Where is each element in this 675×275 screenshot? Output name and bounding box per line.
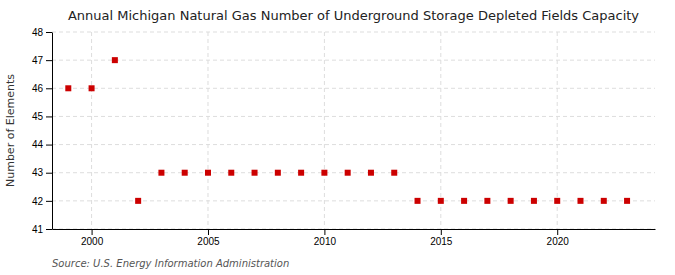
x-tick-label: 2020 xyxy=(547,236,570,247)
point xyxy=(554,198,560,204)
y-tick-label: 43 xyxy=(32,167,44,178)
points xyxy=(65,57,630,204)
point xyxy=(158,170,164,176)
y-tick: 48 xyxy=(32,27,52,38)
y-tick-label: 42 xyxy=(32,196,44,207)
point xyxy=(391,170,397,176)
x-axis: 2000 2005 2010 2015 2020 xyxy=(53,229,656,247)
y-tick: 43 xyxy=(32,167,52,178)
y-tick: 46 xyxy=(32,83,52,94)
x-tick-mark xyxy=(324,229,325,235)
y-tick: 45 xyxy=(32,111,52,122)
x-tick: 2020 xyxy=(547,229,570,247)
y-tick-label: 41 xyxy=(32,224,44,235)
point xyxy=(89,85,95,91)
point xyxy=(368,170,374,176)
y-tick: 41 xyxy=(32,224,52,235)
grid-line-y xyxy=(52,200,655,201)
grid-line-y xyxy=(52,229,655,230)
point xyxy=(182,170,188,176)
y-axis-title: Number of Elements xyxy=(4,74,17,187)
x-tick-label: 2005 xyxy=(197,236,220,247)
point xyxy=(228,170,234,176)
y-tick-label: 47 xyxy=(32,55,44,66)
grid-line-y xyxy=(52,116,655,117)
y-tick-label: 44 xyxy=(32,139,44,150)
y-tick-mark xyxy=(46,145,52,146)
grid-line-x xyxy=(324,32,325,229)
y-tick-mark xyxy=(46,60,52,61)
y-tick-mark xyxy=(46,201,52,202)
x-tick: 2015 xyxy=(430,229,453,247)
point xyxy=(275,170,281,176)
x-tick-label: 2000 xyxy=(81,236,104,247)
point xyxy=(298,170,304,176)
grid xyxy=(52,32,655,229)
chart: 2000 2005 2010 2015 2020 41 42 43 44 45 46 47 48 Annu… xyxy=(0,0,675,275)
grid-line-y xyxy=(52,172,655,173)
x-tick: 2005 xyxy=(197,229,220,247)
x-tick: 2000 xyxy=(81,229,104,247)
point xyxy=(252,170,258,176)
y-tick-mark xyxy=(46,173,52,174)
x-tick-mark xyxy=(557,229,558,235)
point xyxy=(321,170,327,176)
point xyxy=(438,198,444,204)
x-tick-label: 2015 xyxy=(430,236,453,247)
y-tick-mark xyxy=(46,229,52,230)
point xyxy=(484,198,490,204)
x-tick-label: 2010 xyxy=(314,236,337,247)
point xyxy=(508,198,514,204)
x-tick: 2010 xyxy=(314,229,337,247)
x-axis-line xyxy=(53,229,656,230)
grid-line-y xyxy=(52,60,655,61)
source: Source: U.S. Energy Information Administ… xyxy=(52,258,289,269)
grid-line-y xyxy=(52,88,655,89)
y-tick: 44 xyxy=(32,139,52,150)
point xyxy=(135,198,141,204)
point xyxy=(461,198,467,204)
y-tick-mark xyxy=(46,88,52,89)
plot: 2000 2005 2010 2015 2020 41 42 43 44 45 46 47 48 xyxy=(32,27,656,247)
x-tick-mark xyxy=(441,229,442,235)
y-tick: 42 xyxy=(32,196,52,207)
grid-line-y xyxy=(52,32,655,33)
y-tick-label: 48 xyxy=(32,27,44,38)
point xyxy=(601,198,607,204)
point xyxy=(205,170,211,176)
y-tick-label: 45 xyxy=(32,111,44,122)
y-tick-mark xyxy=(46,116,52,117)
title: Annual Michigan Natural Gas Number of Un… xyxy=(68,8,639,23)
grid-line-x xyxy=(91,32,92,229)
grid-line-y xyxy=(52,144,655,145)
y-axis: 41 42 43 44 45 46 47 48 xyxy=(32,27,53,235)
y-tick: 47 xyxy=(32,55,52,66)
y-tick-label: 46 xyxy=(32,83,44,94)
grid-line-x xyxy=(207,32,208,229)
point xyxy=(65,85,71,91)
point xyxy=(531,198,537,204)
point xyxy=(624,198,630,204)
point xyxy=(415,198,421,204)
y-tick-mark xyxy=(46,32,52,33)
point xyxy=(112,57,118,63)
y-axis-line xyxy=(52,33,53,230)
x-tick-mark xyxy=(208,229,209,235)
point xyxy=(345,170,351,176)
x-tick-mark xyxy=(92,229,93,235)
point xyxy=(577,198,583,204)
